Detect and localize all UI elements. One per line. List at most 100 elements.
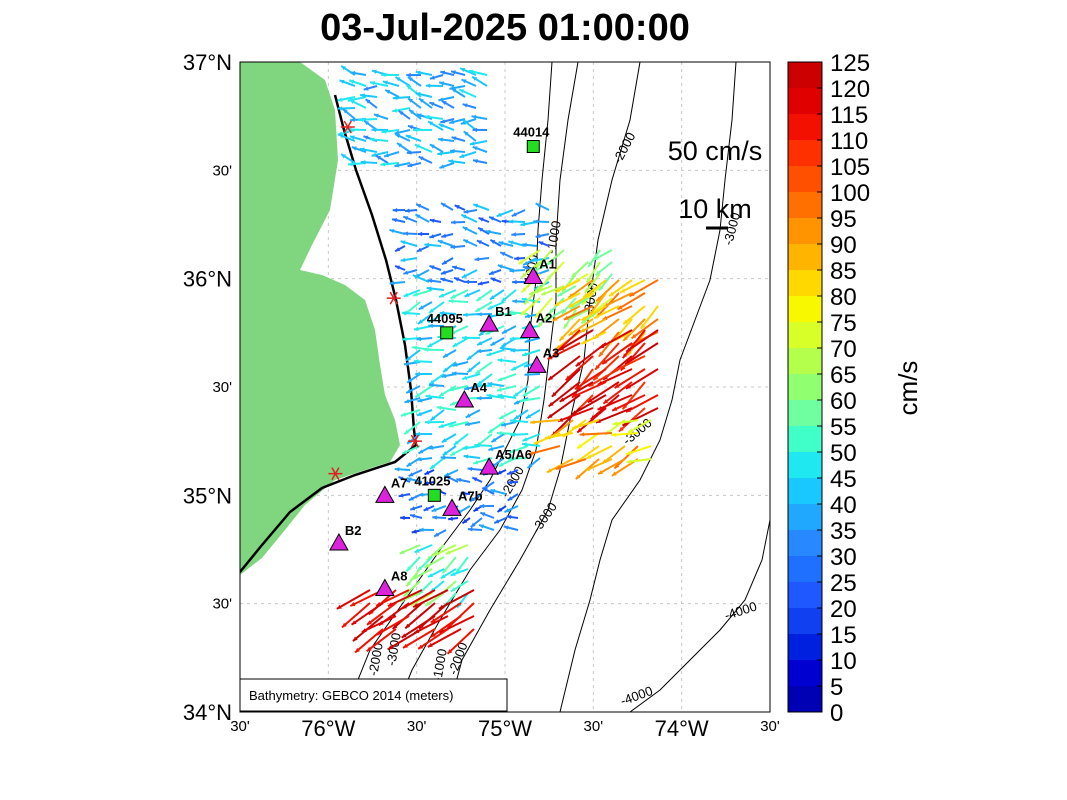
current-vector-head	[501, 219, 507, 224]
bathymetry-contour-far	[629, 519, 770, 712]
lat-tick-label: 34°N	[183, 700, 232, 725]
buoy-marker[interactable]	[440, 326, 454, 340]
current-vector	[544, 432, 574, 440]
radar-site-marker[interactable]	[523, 266, 544, 284]
colorbar-band	[788, 140, 822, 167]
current-vector-head	[452, 265, 458, 270]
contour-label: -3000	[383, 632, 404, 667]
current-vector	[608, 279, 633, 298]
current-vector-head	[395, 247, 401, 252]
colorbar-band	[788, 556, 822, 583]
lat-tick-label: 30'	[212, 162, 232, 179]
current-vector-head	[355, 647, 360, 653]
radar-site-marker[interactable]	[479, 457, 499, 475]
current-vector	[427, 628, 462, 648]
longitude-axis: 30' 76°W 30' 75°W 30' 74°W 30'	[230, 716, 780, 741]
radar-site-label: A7b	[458, 488, 483, 503]
current-vector-head	[450, 220, 456, 225]
current-vector-head	[441, 203, 447, 208]
current-vector-head	[366, 646, 372, 652]
current-vector-head	[611, 471, 617, 476]
radar-site-label: B2	[345, 523, 362, 538]
current-vector-head	[439, 81, 445, 86]
current-vector-head	[629, 292, 635, 297]
current-vector-head	[425, 601, 431, 606]
radar-site-marker[interactable]	[454, 389, 475, 408]
current-vector-head	[454, 205, 460, 210]
current-vector-head	[424, 242, 430, 248]
current-vector	[387, 589, 423, 608]
current-vector-head	[441, 100, 447, 106]
current-vector-head	[413, 326, 419, 331]
current-vector-head	[418, 98, 424, 103]
current-vector-head	[400, 240, 406, 245]
current-vector-head	[473, 460, 479, 465]
current-vector-head	[612, 406, 618, 411]
latitude-axis: 37°N 30' 36°N 30' 35°N 30' 34°N	[183, 50, 232, 725]
radar-site-marker[interactable]	[329, 532, 349, 551]
current-vector-head	[392, 108, 398, 113]
current-vector-head	[598, 351, 604, 357]
current-vector-head	[360, 160, 366, 165]
current-vector-head	[499, 346, 505, 351]
current-vector	[563, 305, 594, 321]
current-vector-head	[485, 229, 491, 235]
buoy-marker[interactable]	[526, 140, 540, 153]
current-vector	[401, 589, 436, 610]
buoy-marker[interactable]	[427, 488, 441, 502]
current-vector	[624, 342, 659, 365]
colorbar-tick-label: 50	[830, 440, 857, 467]
current-vector-head	[488, 270, 494, 275]
current-vector-head	[617, 305, 623, 310]
current-vector	[376, 615, 410, 636]
colorbar-tick-label: 120	[830, 76, 870, 103]
current-vector-head	[440, 277, 446, 282]
current-vector-head	[403, 231, 408, 236]
current-vector-head	[544, 435, 550, 440]
current-vector-head	[450, 244, 456, 250]
current-vector-head	[491, 437, 497, 443]
radar-site-marker[interactable]	[479, 314, 499, 332]
current-vector	[558, 318, 581, 342]
radar-site-marker[interactable]	[375, 485, 395, 503]
current-vector-head	[405, 623, 411, 629]
current-vector-head	[473, 507, 479, 512]
current-vector	[417, 628, 449, 650]
current-vector-head	[528, 451, 534, 456]
current-vector-head	[568, 331, 574, 336]
current-vector	[554, 292, 581, 307]
current-vector-head	[451, 136, 457, 141]
radar-site-marker[interactable]	[375, 578, 395, 596]
current-vector-head	[358, 117, 364, 122]
current-vector	[594, 342, 620, 371]
current-vector	[350, 602, 384, 626]
current-vector-head	[409, 109, 415, 115]
lon-tick-label: 30'	[230, 718, 250, 735]
current-vector-head	[392, 218, 397, 223]
current-vector-head	[413, 127, 418, 133]
current-vector-head	[406, 477, 412, 482]
radar-site-marker[interactable]	[526, 355, 547, 373]
current-vector-head	[465, 413, 471, 418]
current-vector-head	[415, 392, 421, 398]
current-vector	[595, 407, 633, 424]
radar-site-marker[interactable]	[442, 498, 462, 516]
distance-scale-label: 10 km	[678, 194, 752, 224]
current-vector-head	[628, 428, 634, 433]
current-vector	[361, 615, 397, 633]
current-vector-head	[418, 449, 424, 454]
colorbar-tick-label: 125	[830, 50, 870, 77]
radar-site-marker[interactable]	[519, 320, 540, 339]
current-vector-head	[450, 451, 456, 456]
current-vector-head	[437, 151, 443, 156]
colorbar-tick-label: 15	[830, 622, 857, 649]
current-vector-head	[509, 268, 515, 273]
radar-site-label: A4	[470, 380, 487, 395]
current-vector-head	[349, 99, 355, 104]
current-vector-head	[404, 429, 410, 435]
current-vector-head	[631, 333, 637, 339]
current-vector-head	[415, 214, 421, 219]
current-vector-head	[352, 636, 358, 642]
current-vector-head	[447, 649, 453, 654]
